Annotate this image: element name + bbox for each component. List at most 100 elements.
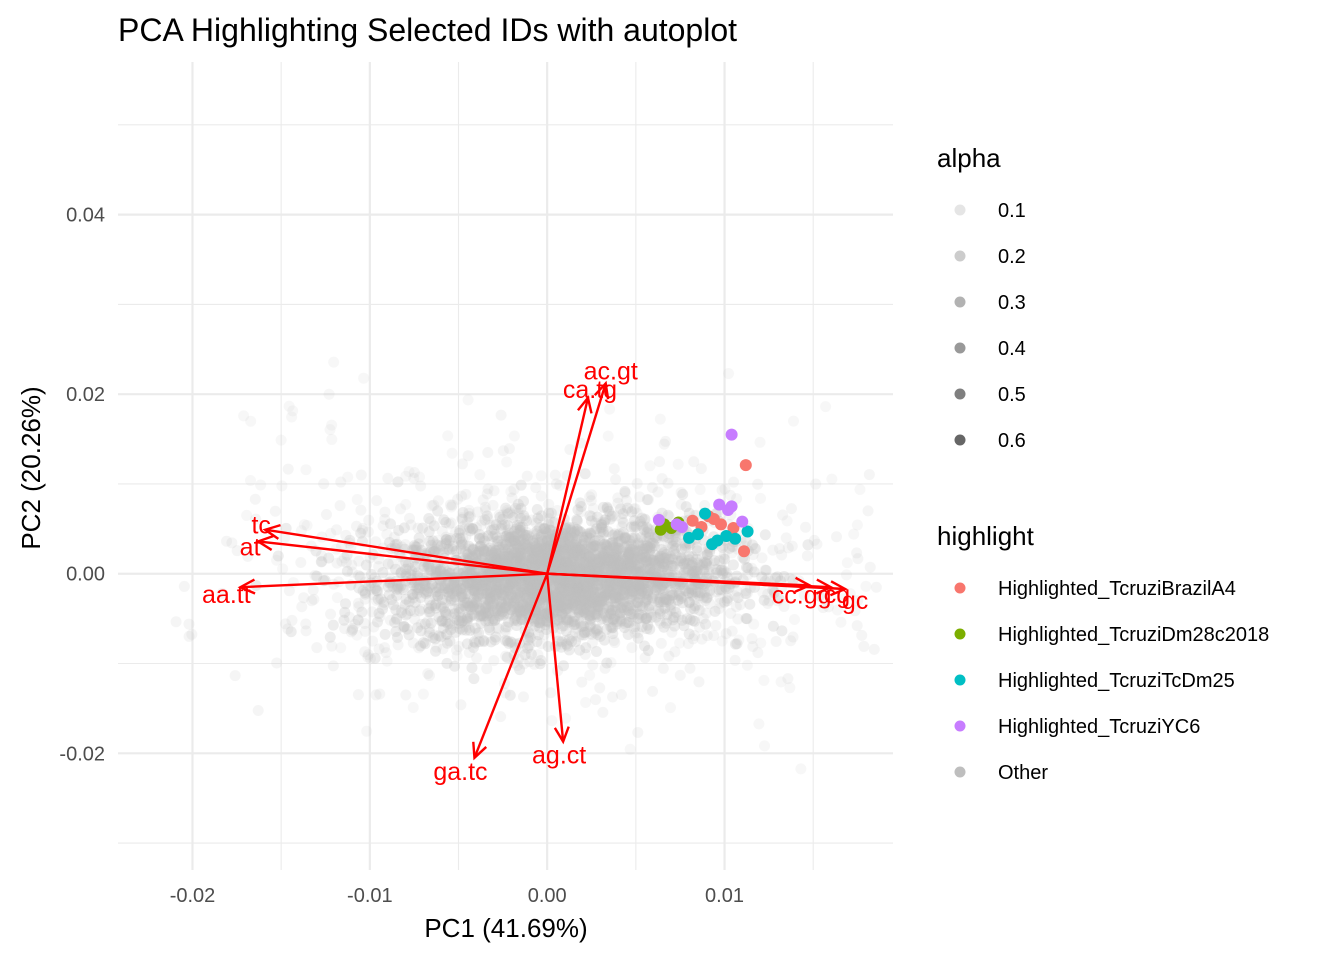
other-point	[510, 610, 522, 622]
other-point	[577, 531, 589, 543]
other-point	[442, 618, 454, 630]
other-point	[492, 586, 504, 598]
other-point	[575, 551, 587, 563]
other-point	[759, 740, 771, 752]
other-point	[449, 583, 461, 595]
other-point	[748, 618, 760, 630]
other-point	[406, 589, 418, 601]
other-point	[642, 523, 654, 535]
other-point	[536, 535, 548, 547]
other-point	[462, 611, 474, 623]
other-point	[381, 655, 393, 667]
other-point	[467, 543, 479, 555]
other-point	[524, 541, 536, 553]
other-point	[565, 541, 577, 553]
other-point	[633, 582, 645, 594]
other-point	[540, 623, 552, 635]
other-point	[589, 540, 601, 552]
other-point	[471, 598, 483, 610]
other-point	[771, 571, 783, 583]
other-point	[560, 625, 572, 637]
other-point	[489, 588, 501, 600]
other-point	[651, 582, 663, 594]
other-point	[585, 560, 597, 572]
other-point	[578, 591, 590, 603]
other-point	[589, 517, 601, 529]
other-point	[506, 555, 518, 567]
other-point	[493, 610, 505, 622]
other-point	[607, 540, 619, 552]
other-point	[708, 555, 720, 567]
other-point	[598, 591, 610, 603]
other-point	[576, 578, 588, 590]
y-tick-label: -0.02	[59, 743, 105, 765]
other-point	[456, 458, 468, 470]
highlight-legend-key	[954, 674, 966, 686]
other-point	[423, 602, 435, 614]
other-point	[698, 591, 710, 603]
other-point	[624, 743, 636, 755]
other-point	[683, 628, 695, 640]
other-point	[517, 521, 529, 533]
other-point	[635, 585, 647, 597]
other-point	[491, 605, 503, 617]
other-point	[533, 574, 545, 586]
other-point	[484, 585, 496, 597]
other-point	[616, 602, 628, 614]
other-point	[612, 492, 624, 504]
other-point	[528, 551, 540, 563]
other-point	[533, 616, 545, 628]
other-point	[584, 620, 596, 632]
other-point	[682, 563, 694, 575]
other-point	[467, 544, 479, 556]
other-point	[531, 525, 543, 537]
other-point	[460, 588, 472, 600]
other-point	[578, 629, 590, 641]
other-point	[510, 589, 522, 601]
other-point	[409, 561, 421, 573]
other-point	[503, 579, 515, 591]
other-point	[683, 587, 695, 599]
other-point	[584, 613, 596, 625]
other-point	[445, 567, 457, 579]
other-point	[596, 519, 608, 531]
other-point	[483, 622, 495, 634]
other-point	[653, 557, 665, 569]
other-point	[563, 559, 575, 571]
other-point	[505, 536, 517, 548]
other-point	[342, 471, 354, 483]
other-point	[534, 621, 546, 633]
other-point	[555, 641, 567, 653]
other-point	[558, 557, 570, 569]
other-point	[471, 548, 483, 560]
other-point	[485, 549, 497, 561]
other-point	[719, 483, 731, 495]
other-point	[486, 600, 498, 612]
other-point	[497, 606, 509, 618]
other-point	[486, 544, 498, 556]
other-point	[479, 596, 491, 608]
other-point	[659, 602, 671, 614]
other-point	[496, 589, 508, 601]
other-point	[488, 547, 500, 559]
other-point	[521, 598, 533, 610]
other-point	[620, 600, 632, 612]
other-point	[571, 515, 583, 527]
other-point	[731, 570, 743, 582]
other-point	[530, 557, 542, 569]
other-point	[673, 587, 685, 599]
other-point	[514, 524, 526, 536]
other-point	[500, 597, 512, 609]
other-point	[601, 501, 613, 513]
other-point	[549, 469, 561, 481]
other-point	[355, 527, 367, 539]
other-point	[585, 593, 597, 605]
other-point	[661, 593, 673, 605]
other-point	[407, 545, 419, 557]
other-point	[603, 604, 615, 616]
other-point	[578, 597, 590, 609]
other-point	[617, 563, 629, 575]
other-point	[522, 594, 534, 606]
other-point	[717, 568, 729, 580]
other-point	[504, 532, 516, 544]
